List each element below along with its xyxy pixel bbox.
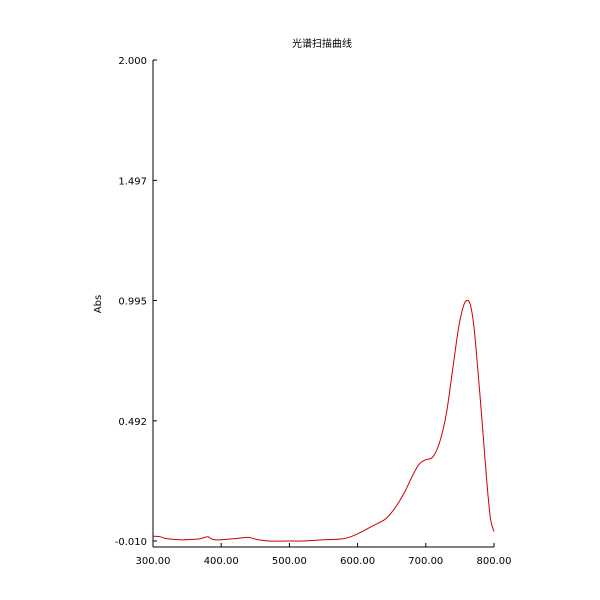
y-tick-label: -0.010 xyxy=(115,537,147,548)
spectrum-line xyxy=(152,299,495,542)
y-tick-label: 1.497 xyxy=(118,176,147,187)
x-tick-label: 600.00 xyxy=(340,556,375,567)
y-tick-label: 0.995 xyxy=(118,297,147,308)
y-tick-label: 2.000 xyxy=(118,56,147,67)
axes xyxy=(152,60,494,548)
x-tick-label: 700.00 xyxy=(408,556,443,567)
ticks: -0.010 0.492 0.995 1.497 2.000 300.00 400.00 50… xyxy=(115,56,512,567)
x-tick-label: 300.00 xyxy=(136,556,171,567)
y-tick-label: 0.492 xyxy=(118,417,147,428)
x-tick-label: 800.00 xyxy=(477,556,512,567)
y-axis-label: Abs xyxy=(93,295,104,313)
chart-title: 光谱扫描曲线 xyxy=(292,37,352,50)
x-tick-label: 400.00 xyxy=(204,556,239,567)
x-tick-label: 500.00 xyxy=(272,556,307,567)
plot-area xyxy=(152,299,495,542)
